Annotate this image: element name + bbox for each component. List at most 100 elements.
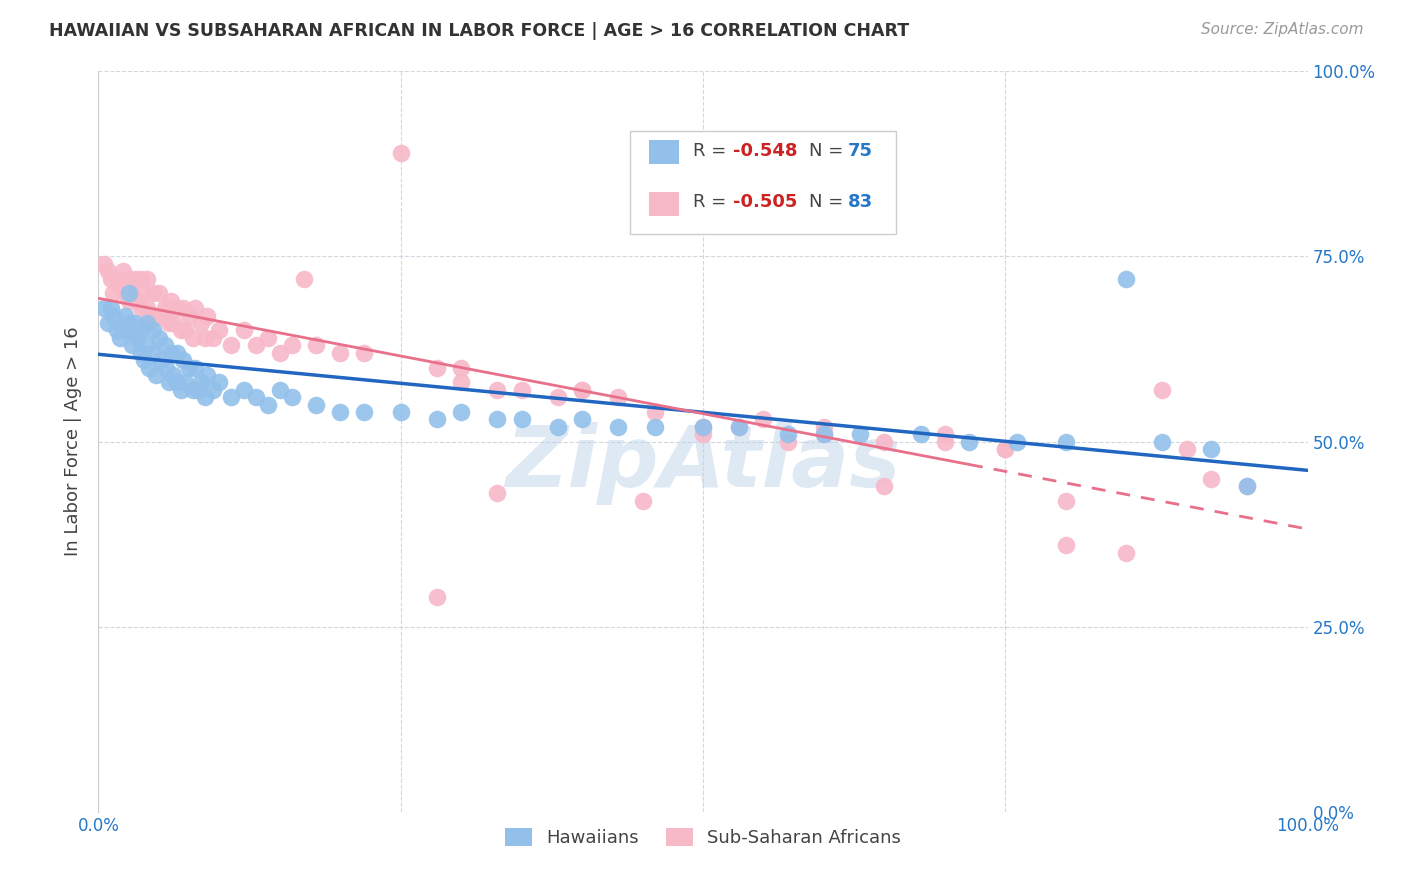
Point [166, 301, 188, 316]
Point [934, 434, 956, 449]
Point [138, 316, 160, 330]
Point [450, 405, 472, 419]
Point [813, 427, 835, 442]
Point [450, 376, 472, 390]
Point [97, 264, 120, 278]
Point [120, 324, 142, 338]
Point [1152, 434, 1174, 449]
Point [114, 286, 136, 301]
Point [281, 338, 304, 352]
Point [1236, 479, 1258, 493]
Point [135, 271, 157, 285]
Point [97, 316, 120, 330]
Point [728, 419, 751, 434]
Point [118, 316, 141, 330]
Point [181, 383, 204, 397]
Point [305, 338, 328, 352]
Point [1054, 538, 1077, 552]
Point [1199, 442, 1222, 456]
Point [160, 293, 183, 308]
Point [1175, 442, 1198, 456]
Point [486, 412, 509, 426]
Point [114, 309, 136, 323]
Text: 83: 83 [848, 194, 873, 211]
Point [142, 286, 165, 301]
Point [129, 301, 152, 316]
Point [135, 338, 157, 352]
Point [190, 316, 212, 330]
Text: N =: N = [810, 142, 849, 160]
Point [134, 286, 156, 301]
Legend: Hawaiians, Sub-Saharan Africans: Hawaiians, Sub-Saharan Africans [498, 821, 908, 855]
Point [105, 271, 128, 285]
Point [1152, 383, 1174, 397]
Point [1115, 271, 1137, 285]
Point [202, 331, 225, 345]
Point [138, 360, 160, 375]
Point [256, 398, 278, 412]
Point [155, 360, 177, 375]
Point [510, 412, 533, 426]
Point [184, 360, 207, 375]
Point [160, 345, 183, 359]
Point [142, 345, 165, 359]
Text: HAWAIIAN VS SUBSAHARAN AFRICAN IN LABOR FORCE | AGE > 16 CORRELATION CHART: HAWAIIAN VS SUBSAHARAN AFRICAN IN LABOR … [49, 22, 910, 40]
Point [162, 368, 184, 382]
Point [426, 590, 449, 604]
Point [172, 301, 194, 316]
Text: R =: R = [693, 194, 733, 211]
Point [169, 383, 191, 397]
Point [153, 338, 176, 352]
Point [873, 434, 896, 449]
Point [135, 316, 157, 330]
Point [607, 390, 630, 404]
Point [179, 360, 201, 375]
Point [849, 427, 872, 442]
Point [571, 383, 593, 397]
Point [994, 442, 1017, 456]
Point [752, 412, 775, 426]
Point [150, 353, 173, 368]
Point [426, 360, 449, 375]
Point [179, 309, 201, 323]
Point [202, 383, 225, 397]
Point [134, 353, 156, 368]
Point [957, 434, 980, 449]
Point [174, 324, 197, 338]
Point [150, 309, 173, 323]
Point [108, 331, 131, 345]
Point [547, 419, 569, 434]
Point [221, 338, 243, 352]
Point [195, 309, 218, 323]
Point [571, 412, 593, 426]
Point [100, 271, 122, 285]
Text: N =: N = [810, 194, 849, 211]
Point [166, 345, 188, 359]
Text: ZipAtlas: ZipAtlas [505, 422, 901, 505]
Point [1007, 434, 1029, 449]
Point [450, 360, 472, 375]
FancyBboxPatch shape [648, 192, 679, 216]
Point [813, 427, 835, 442]
Point [389, 145, 412, 160]
Point [692, 419, 714, 434]
Point [256, 331, 278, 345]
Point [486, 383, 509, 397]
Text: -0.548: -0.548 [734, 142, 797, 160]
Point [1054, 434, 1077, 449]
Point [124, 316, 146, 330]
Point [187, 383, 209, 397]
Point [101, 286, 124, 301]
Point [166, 376, 188, 390]
Point [148, 331, 170, 345]
Point [135, 301, 157, 316]
Point [1054, 493, 1077, 508]
FancyBboxPatch shape [630, 130, 897, 235]
Point [162, 316, 184, 330]
Point [169, 324, 191, 338]
Point [100, 301, 122, 316]
Point [813, 419, 835, 434]
Point [111, 264, 134, 278]
Point [692, 419, 714, 434]
Point [108, 279, 131, 293]
